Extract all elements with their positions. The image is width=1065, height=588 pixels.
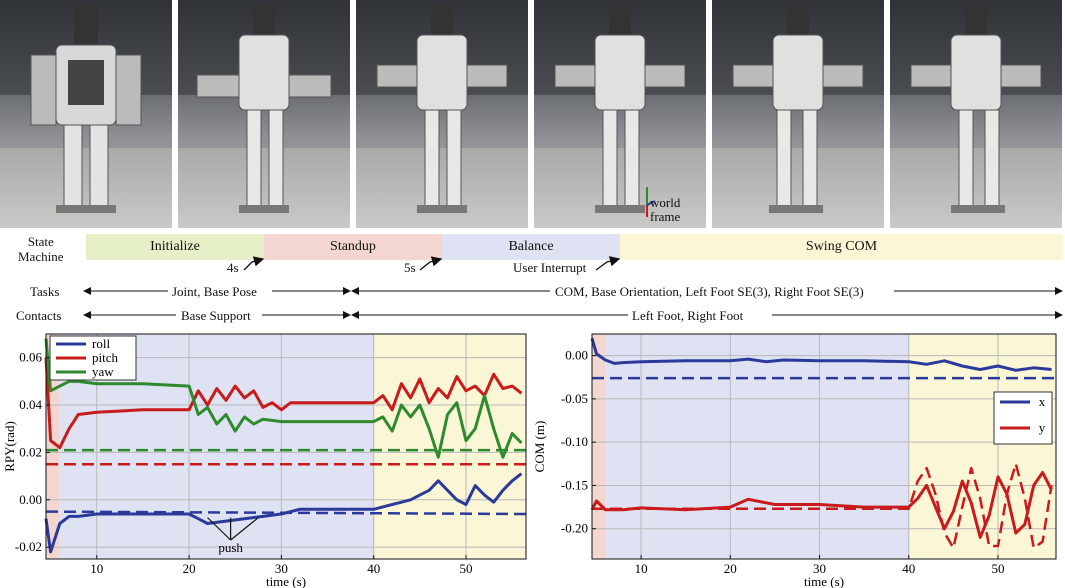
series-line-x bbox=[590, 337, 1052, 372]
tick-label-x: 50 bbox=[460, 561, 473, 576]
phase-region bbox=[605, 334, 909, 559]
x-axis-label: time (s) bbox=[804, 574, 844, 588]
photo-frame-2 bbox=[178, 0, 350, 228]
robot-figure bbox=[554, 5, 686, 217]
legend-label: roll bbox=[92, 336, 110, 351]
transition-arrow bbox=[243, 256, 265, 271]
com-chart: 10 20 30 40 50 0.00 -0.05 -0.10 -0.15 -0.20 time (… bbox=[532, 333, 1057, 588]
reference-line bbox=[45, 510, 527, 516]
reference-line bbox=[592, 462, 1053, 550]
y-axis-label: RPY(rad) bbox=[2, 421, 17, 472]
photo-frame-3 bbox=[356, 0, 528, 228]
tick-label-y: -0.05 bbox=[561, 391, 588, 406]
state-machine-label: State Machine bbox=[18, 234, 64, 264]
tick-label-y: 0.06 bbox=[19, 350, 42, 365]
series-line-yaw bbox=[44, 338, 523, 459]
series-line-roll bbox=[44, 472, 523, 554]
phase-region bbox=[373, 334, 526, 559]
tick-label-x: 20 bbox=[724, 561, 737, 576]
robot-figure bbox=[376, 5, 508, 213]
legend-label: y bbox=[1039, 420, 1046, 435]
contacts-phase1: Base Support bbox=[181, 308, 251, 323]
legend-label: yaw bbox=[92, 364, 114, 379]
rpy-chart: 10 20 30 40 50 -0.02 0.00 0.02 0.04 0.06 time (s) R… bbox=[2, 333, 527, 588]
tick-label-x: 10 bbox=[635, 561, 648, 576]
tick-label-x: 20 bbox=[183, 561, 196, 576]
tasks-label: Tasks bbox=[30, 284, 60, 299]
tick-label-y: 0.00 bbox=[19, 492, 42, 507]
tick-label-x: 40 bbox=[902, 561, 915, 576]
phase-region bbox=[592, 334, 606, 559]
tasks-phase2: COM, Base Orientation, Left Foot SE(3), … bbox=[555, 284, 864, 299]
legend-label: x bbox=[1039, 394, 1046, 409]
state-balance: Balance bbox=[442, 234, 620, 260]
contacts-label: Contacts bbox=[16, 308, 62, 323]
y-axis-label: COM (m) bbox=[532, 421, 547, 473]
transition-4s: 4s bbox=[227, 260, 239, 275]
series-line-y bbox=[590, 471, 1053, 539]
photo-frame-1 bbox=[0, 0, 172, 228]
photo-frame-4: world frame bbox=[534, 0, 706, 228]
push-arrow bbox=[230, 517, 259, 541]
plot-frame bbox=[45, 333, 527, 560]
state-standup: Standup bbox=[264, 234, 442, 260]
tick-label-y: 0.00 bbox=[565, 348, 588, 363]
state-swing-com: Swing COM bbox=[620, 234, 1063, 260]
tick-label-x: 40 bbox=[367, 561, 380, 576]
robot-photo-strip: world frame bbox=[0, 0, 1065, 228]
transition-arrow bbox=[595, 256, 621, 271]
plot-frame bbox=[591, 333, 1057, 560]
transition-arrow bbox=[419, 256, 443, 271]
robot-figure bbox=[196, 5, 332, 213]
tick-label-y: -0.20 bbox=[561, 521, 588, 536]
tick-label-y: -0.02 bbox=[15, 539, 42, 554]
tick-label-y: -0.15 bbox=[561, 477, 588, 492]
push-arrow bbox=[207, 517, 232, 541]
tick-label-y: 0.04 bbox=[19, 397, 42, 412]
world-frame-label: world frame bbox=[650, 195, 681, 224]
tick-label-x: 10 bbox=[90, 561, 103, 576]
contacts-phase2: Left Foot, Right Foot bbox=[632, 308, 744, 323]
robot-figure bbox=[30, 5, 142, 213]
transition-user-interrupt: User Interrupt bbox=[513, 260, 587, 275]
transition-5s: 5s bbox=[404, 260, 416, 275]
legend-label: pitch bbox=[92, 350, 118, 365]
push-label: push bbox=[218, 540, 243, 555]
photo-frame-5 bbox=[712, 0, 884, 228]
robot-figure bbox=[732, 5, 864, 213]
tick-label-y: -0.10 bbox=[561, 434, 588, 449]
robot-figure bbox=[910, 5, 1042, 213]
tick-label-x: 30 bbox=[275, 561, 288, 576]
photo-frame-6 bbox=[890, 0, 1062, 228]
tasks-phase1: Joint, Base Pose bbox=[172, 284, 257, 299]
state-initialize: Initialize bbox=[86, 234, 264, 260]
tick-label-x: 50 bbox=[992, 561, 1005, 576]
x-axis-label: time (s) bbox=[266, 574, 306, 588]
tick-label-y: 0.02 bbox=[19, 444, 42, 459]
timeline-arrows bbox=[83, 256, 1063, 319]
tick-label-x: 30 bbox=[813, 561, 826, 576]
series-line-pitch bbox=[44, 357, 523, 450]
phase-region bbox=[908, 334, 1056, 559]
